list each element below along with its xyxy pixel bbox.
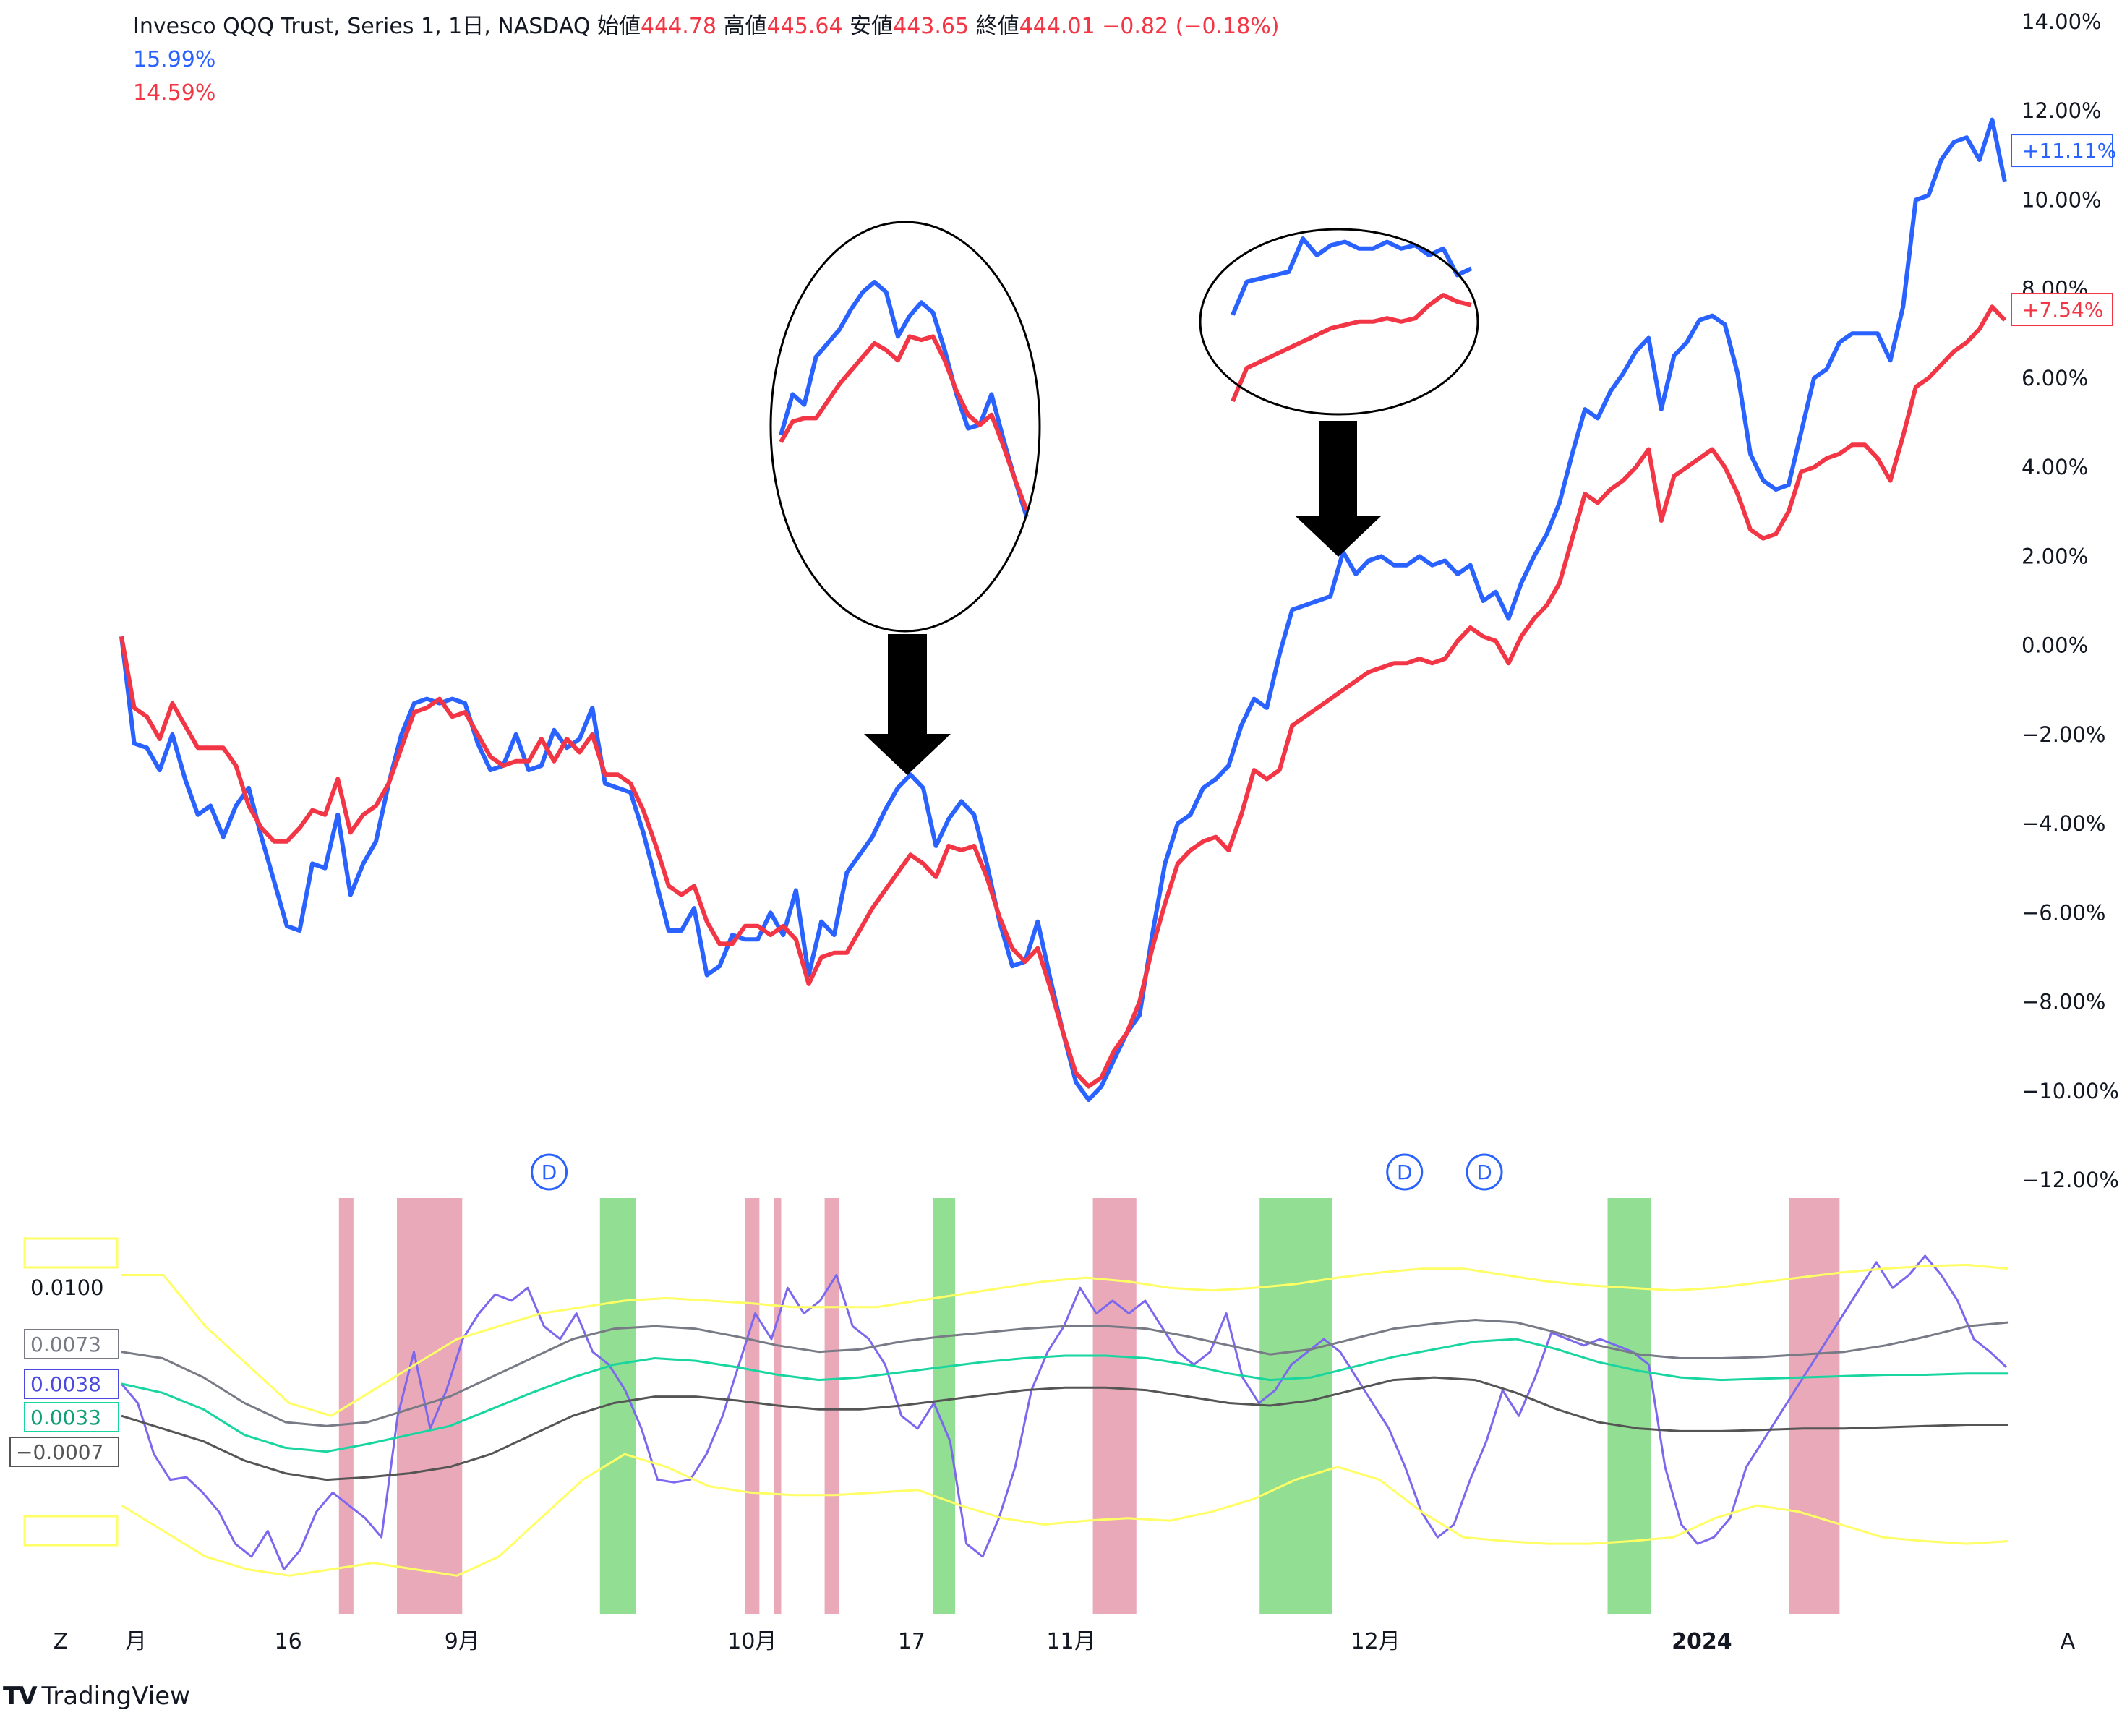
- x-tick-label: 10月: [727, 1629, 777, 1654]
- legend-ohlc-row: Invesco QQQ Trust, Series 1, 1日, NASDAQ …: [133, 10, 1280, 43]
- dividend-marker[interactable]: [1386, 1153, 1424, 1191]
- x-tick-label: 9月: [445, 1629, 480, 1654]
- open-label: 始値: [597, 14, 641, 39]
- highlight-ellipse-right: [1199, 228, 1479, 416]
- zone-pink: [824, 1198, 839, 1614]
- indicator-badge: [24, 1369, 119, 1399]
- x-tick-label: 2024: [1672, 1629, 1732, 1654]
- last-value-label-1: +11.11%: [2022, 139, 2116, 163]
- indicator-badge: [24, 1329, 119, 1359]
- main-series-line-1[interactable]: [119, 117, 2007, 1103]
- x-tick-label: A: [2061, 1629, 2076, 1654]
- y-tick-label: 2.00%: [2022, 544, 2088, 568]
- x-tick-label: 17: [898, 1629, 925, 1654]
- y-tick-label: −2.00%: [2022, 722, 2105, 747]
- dividend-marker-label: D: [1397, 1160, 1413, 1184]
- y-tick-label: −6.00%: [2022, 900, 2105, 925]
- last-value-badge-2: [2011, 293, 2113, 327]
- dividend-marker-label: D: [1476, 1160, 1492, 1184]
- low-value: 443.65: [893, 14, 970, 39]
- symbol-title[interactable]: Invesco QQQ Trust, Series 1, 1日, NASDAQ: [133, 14, 591, 39]
- x-tick-label: 11月: [1046, 1629, 1095, 1654]
- indicator-line-3[interactable]: [121, 1453, 2009, 1577]
- dividend-marker-label: D: [542, 1160, 557, 1184]
- zoom-left-series-2: [779, 334, 1029, 511]
- x-tick-label: 12月: [1351, 1629, 1400, 1654]
- y-tick-label: −10.00%: [2022, 1079, 2119, 1103]
- dividend-marker[interactable]: [531, 1153, 568, 1191]
- x-tick-label: 16: [275, 1629, 302, 1654]
- indicator-line-6[interactable]: [121, 1376, 2008, 1481]
- chart-legend: Invesco QQQ Trust, Series 1, 1日, NASDAQ …: [133, 10, 1280, 110]
- x-tick-label: 月: [125, 1629, 147, 1654]
- down-arrow-left: [864, 634, 951, 775]
- low-label: 安値: [850, 14, 894, 39]
- zone-green: [933, 1198, 956, 1614]
- y-tick-label: 10.00%: [2022, 187, 2102, 212]
- open-value: 444.78: [641, 14, 717, 39]
- x-tick-label: Z: [54, 1629, 69, 1654]
- indicator-y-tick: 0.0100: [30, 1275, 103, 1300]
- zone-pink: [1789, 1198, 1840, 1614]
- band-badge: [23, 1515, 119, 1547]
- down-arrow-right: [1296, 421, 1381, 557]
- y-tick-label: 12.00%: [2022, 98, 2102, 123]
- indicator-badge-label: 0.0073: [30, 1333, 101, 1356]
- y-tick-label: −4.00%: [2022, 811, 2105, 836]
- indicator-badge-label: −0.0007: [16, 1440, 103, 1464]
- close-label: 終値: [975, 14, 1019, 39]
- main-series-line-2[interactable]: [119, 304, 2007, 1089]
- y-tick-label: −12.00%: [2022, 1168, 2119, 1192]
- indicator-line-4[interactable]: [121, 1319, 2009, 1427]
- last-value-label-2: +7.54%: [2022, 298, 2103, 322]
- change-value: −0.82 (−0.18%): [1102, 14, 1280, 39]
- tradingview-logo-icon: TV: [3, 1682, 37, 1711]
- zoom-left-series-1: [779, 280, 1029, 518]
- indicator-badge-label: 0.0038: [30, 1372, 101, 1396]
- legend-series-1[interactable]: 15.99%: [133, 47, 216, 72]
- y-tick-label: −8.00%: [2022, 990, 2105, 1014]
- y-tick-label: 6.00%: [2022, 366, 2088, 390]
- y-tick-label: 0.00%: [2022, 633, 2088, 658]
- zone-pink: [397, 1198, 463, 1614]
- indicator-line-2[interactable]: [121, 1263, 2009, 1417]
- indicator-badge-label: 0.0033: [30, 1406, 101, 1429]
- indicator-line-5[interactable]: [121, 1338, 2008, 1453]
- brand-name: TradingView: [41, 1682, 190, 1711]
- y-tick-label: 14.00%: [2022, 9, 2102, 34]
- high-label: 高値: [723, 14, 767, 39]
- zone-green: [1607, 1198, 1651, 1614]
- zone-pink: [745, 1198, 760, 1614]
- zone-pink: [1092, 1198, 1137, 1614]
- highlight-ellipse-left: [769, 221, 1041, 633]
- indicator-badge: [24, 1402, 119, 1432]
- tradingview-brand[interactable]: TV TradingView: [3, 1682, 190, 1711]
- dividend-marker[interactable]: [1466, 1153, 1503, 1191]
- last-value-badge-1: [2011, 134, 2113, 168]
- zoom-right-series-2: [1231, 293, 1472, 403]
- legend-series-2[interactable]: 14.59%: [133, 80, 216, 106]
- band-badge: [23, 1237, 119, 1269]
- y-tick-label: 4.00%: [2022, 455, 2088, 479]
- indicator-badge: [9, 1437, 119, 1467]
- close-value: 444.01: [1019, 14, 1095, 39]
- zoom-right-series-1: [1231, 236, 1473, 316]
- high-value: 445.64: [766, 14, 843, 39]
